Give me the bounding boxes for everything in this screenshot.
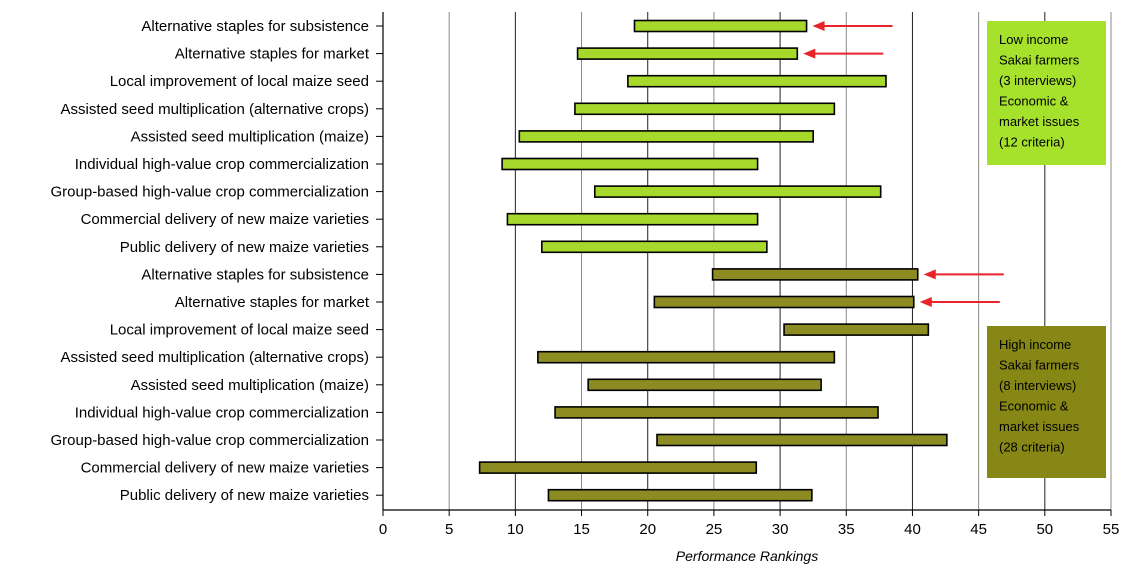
range-bar [518, 130, 814, 143]
x-tick-label: 50 [1036, 521, 1053, 538]
range-bar [627, 74, 887, 88]
x-tick-label: 30 [772, 521, 789, 538]
category-label: Alternative staples for subsistence [141, 18, 369, 35]
legend-box [987, 21, 1106, 165]
category-label: Commercial delivery of new maize varieti… [81, 211, 369, 228]
range-bar [541, 240, 768, 254]
x-axis-title: Performance Rankings [676, 548, 818, 564]
category-label: Alternative staples for subsistence [141, 266, 369, 283]
legend-box [987, 326, 1106, 478]
range-bar [506, 212, 759, 226]
arrows [803, 21, 1004, 307]
category-label: Individual high-value crop commercializa… [75, 404, 369, 421]
category-label: Group-based high-value crop commercializ… [51, 184, 370, 201]
legend-text: (28 criteria) [999, 440, 1065, 455]
legend-text: market issues [999, 419, 1080, 434]
x-tick-label: 40 [904, 521, 921, 538]
range-bar [576, 47, 799, 60]
category-label: Alternative staples for market [175, 294, 370, 311]
x-tick-label: 10 [507, 521, 524, 538]
legend-text: Sakai farmers [999, 53, 1080, 68]
x-tick-label: 25 [706, 521, 723, 538]
category-label: Public delivery of new maize varieties [120, 487, 369, 504]
legend-text: (8 interviews) [999, 378, 1076, 393]
x-axis: 0 5 10 15 20 25 30 35 40 45 50 55 [376, 12, 1119, 538]
x-tick-label: 5 [445, 521, 453, 538]
category-label: Alternative staples for market [175, 46, 370, 63]
range-bar [653, 295, 915, 309]
x-tick-label: 20 [639, 521, 656, 538]
x-tick-label: 55 [1103, 521, 1120, 538]
x-tick-label: 35 [838, 521, 855, 538]
legend-text: (12 criteria) [999, 135, 1065, 150]
legend-text: (3 interviews) [999, 73, 1076, 88]
range-bar [547, 488, 813, 502]
category-label: Assisted seed multiplication (maize) [131, 128, 369, 145]
category-label: Local improvement of local maize seed [110, 73, 369, 90]
category-label: Assisted seed multiplication (maize) [131, 377, 369, 394]
x-tick-label: 0 [379, 521, 387, 538]
category-label: Assisted seed multiplication (alternativ… [61, 101, 369, 118]
category-label: Individual high-value crop commercializa… [75, 156, 369, 173]
category-label: Assisted seed multiplication (alternativ… [61, 349, 369, 366]
legend-text: Economic & [999, 94, 1069, 109]
legend-text: Sakai farmers [999, 358, 1080, 373]
category-label: Local improvement of local maize seed [110, 322, 369, 339]
legend-text: Low income [999, 32, 1068, 47]
highlight-arrow-head [803, 48, 816, 59]
range-bar [593, 185, 882, 198]
bars [478, 19, 948, 502]
range-bar [633, 19, 808, 33]
category-label: Commercial delivery of new maize varieti… [81, 460, 369, 477]
category-label: Public delivery of new maize varieties [120, 239, 369, 256]
range-bar [656, 433, 948, 447]
legends: Low income Sakai farmers (3 interviews) Eco… [987, 21, 1106, 478]
legend-text: market issues [999, 114, 1080, 129]
range-bar [478, 461, 758, 474]
range-bar [587, 378, 822, 392]
range-bar [783, 323, 930, 336]
range-bar [537, 350, 836, 364]
category-labels: Alternative staples for subsistence Alter… [51, 18, 370, 504]
category-label: Group-based high-value crop commercializ… [51, 432, 370, 449]
highlight-arrow-head [812, 21, 825, 31]
highlight-arrow-head [919, 297, 932, 307]
legend-text: Economic & [999, 399, 1069, 414]
range-bar [501, 157, 759, 171]
x-tick-label: 15 [573, 521, 590, 538]
range-bar [574, 102, 836, 116]
legend-text: High income [999, 337, 1071, 352]
highlight-arrow-head [923, 269, 936, 280]
x-tick-label: 45 [970, 521, 987, 538]
range-bar [554, 406, 879, 419]
range-bar [711, 268, 919, 281]
